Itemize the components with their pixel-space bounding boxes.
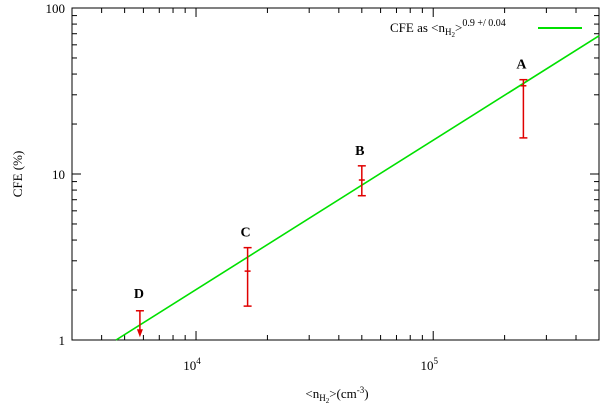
y-tick-label: 1 [59, 333, 66, 348]
y-tick-label: 10 [52, 167, 65, 182]
x-tick-label: 105 [420, 356, 438, 373]
point-label: B [355, 144, 364, 159]
point-label: C [241, 226, 251, 241]
x-axis-title: <nH2>(cm-3) [305, 385, 368, 405]
upper-limit-arrow [136, 329, 143, 338]
axis-ticks: 1 10 100 104 105 [46, 1, 600, 373]
legend-label: CFE as <nH2>0.9 +/ 0.04 [390, 18, 506, 39]
data-points: D C B A [134, 58, 528, 338]
point-label: D [134, 287, 144, 302]
legend: CFE as <nH2>0.9 +/ 0.04 [390, 18, 582, 39]
x-tick-label: 104 [183, 356, 201, 373]
fit-line [115, 35, 600, 341]
fit-line-group [115, 35, 600, 341]
point-label: A [516, 58, 527, 73]
y-axis-title: CFE (%) [10, 151, 25, 198]
y-tick-label: 100 [46, 1, 66, 16]
